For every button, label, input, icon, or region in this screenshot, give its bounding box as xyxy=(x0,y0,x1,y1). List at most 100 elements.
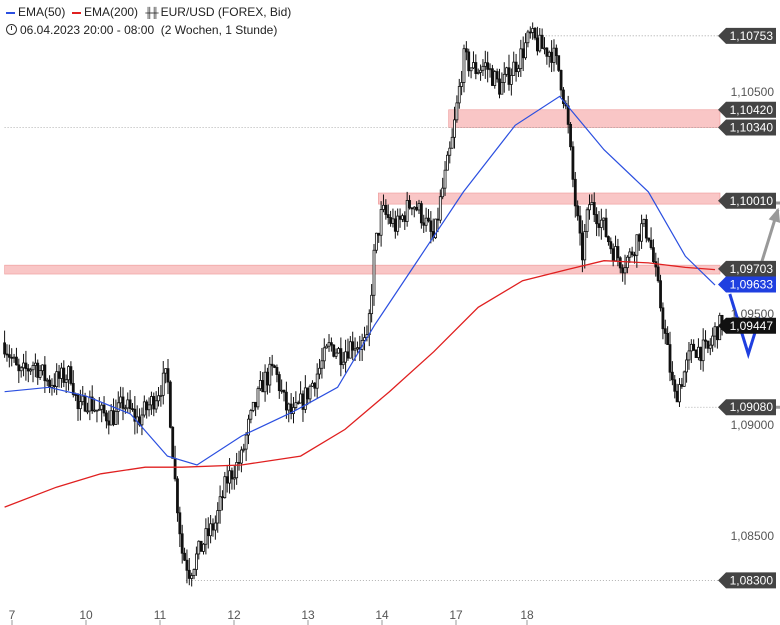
ema50-label: EMA(50) xyxy=(18,5,66,19)
price-label-text: 1,09633 xyxy=(730,277,774,291)
candle-body xyxy=(50,384,54,388)
candle-body xyxy=(467,51,471,72)
candle-body xyxy=(33,362,37,366)
candle-body xyxy=(616,246,620,259)
x-tick-label: 12 xyxy=(227,608,241,622)
candle-body xyxy=(195,553,198,570)
candle-body xyxy=(237,462,241,464)
candle-body xyxy=(140,414,144,426)
candle-body xyxy=(128,399,132,410)
candle-body xyxy=(500,82,504,95)
candle-body xyxy=(457,86,461,104)
candle-body xyxy=(341,361,345,366)
candle-body xyxy=(315,373,319,389)
candle-body xyxy=(114,411,118,425)
candle-body xyxy=(164,368,168,374)
candle-body xyxy=(251,401,255,411)
candle-body xyxy=(150,396,153,406)
candle-body xyxy=(386,214,390,218)
candle-body xyxy=(384,204,388,215)
candle-body xyxy=(498,78,501,95)
candle-body xyxy=(398,215,402,220)
candle-body xyxy=(673,379,677,392)
candle-body xyxy=(22,362,25,369)
candle-body xyxy=(363,337,366,341)
candle-body xyxy=(547,51,551,57)
x-tick-label: 13 xyxy=(301,608,315,622)
candle-body xyxy=(123,407,127,410)
resistance-zone-3 xyxy=(4,264,721,275)
candle-body xyxy=(427,217,430,222)
candle-body xyxy=(60,367,63,379)
candle-body xyxy=(93,409,96,412)
candle-body xyxy=(706,340,710,349)
candle-body xyxy=(694,349,698,358)
candle-body xyxy=(488,68,492,71)
candle-body xyxy=(268,363,272,386)
candle-body xyxy=(263,371,267,393)
candle-body xyxy=(580,232,584,261)
candle-body xyxy=(213,522,217,531)
candle-body xyxy=(405,200,409,222)
candles xyxy=(3,22,724,587)
chart-legend: EMA(50) EMA(200) ╫╫ EUR/USD (FOREX, Bid) … xyxy=(6,4,291,38)
candle-body xyxy=(254,401,258,408)
candle-body xyxy=(353,348,357,351)
x-tick-label: 10 xyxy=(79,608,93,622)
candle-body xyxy=(502,73,506,83)
candle-body xyxy=(678,384,681,403)
candle-body xyxy=(699,346,703,362)
candle-body xyxy=(211,523,215,531)
candle-body xyxy=(469,67,473,72)
candle-body xyxy=(604,217,608,237)
candle-body xyxy=(171,426,175,459)
candle-body xyxy=(533,27,537,39)
candle-body xyxy=(48,379,51,388)
candle-body xyxy=(526,31,530,44)
candle-body xyxy=(543,47,546,50)
candle-body xyxy=(55,371,59,388)
candle-body xyxy=(602,217,606,221)
candle-body xyxy=(562,89,565,104)
candle-body xyxy=(38,370,42,378)
candle-body xyxy=(320,360,324,369)
candle-body xyxy=(121,396,125,409)
candle-body xyxy=(334,352,338,357)
candle-body xyxy=(370,294,374,315)
candle-body xyxy=(623,267,627,274)
candle-body xyxy=(247,418,250,436)
candle-body xyxy=(327,342,331,347)
candle-body xyxy=(64,379,68,383)
candle-body xyxy=(325,345,329,349)
candle-body xyxy=(573,178,577,207)
price-label-text: 1,10010 xyxy=(730,194,774,208)
candle-body xyxy=(81,395,85,403)
candle-body xyxy=(232,477,236,480)
candle-body xyxy=(339,348,343,366)
x-tick-label: 18 xyxy=(520,608,534,622)
candle-body xyxy=(505,67,509,75)
candle-body xyxy=(311,382,314,387)
candle-body xyxy=(410,207,414,210)
candle-body xyxy=(109,410,113,426)
price-label-text: 1,10753 xyxy=(730,29,774,43)
candle-body xyxy=(187,569,191,579)
candle-body xyxy=(476,71,480,74)
candle-body xyxy=(178,512,182,535)
y-tick-label: 1,09500 xyxy=(731,307,775,321)
candle-body xyxy=(282,389,286,393)
price-label-box xyxy=(718,276,776,293)
projection-arrow-grey-2 xyxy=(766,201,780,205)
candle-body xyxy=(628,251,632,258)
candle-body xyxy=(424,217,428,226)
candle-body xyxy=(190,575,194,579)
candle-body xyxy=(692,343,696,351)
y-tick-label: 1,10500 xyxy=(731,85,775,99)
candle-body xyxy=(528,31,532,34)
candle-body xyxy=(531,27,535,33)
candle-body xyxy=(332,344,336,357)
x-tick-label: 17 xyxy=(449,608,463,622)
candle-body xyxy=(76,394,80,410)
candle-body xyxy=(540,34,544,49)
candle-body xyxy=(652,247,655,263)
